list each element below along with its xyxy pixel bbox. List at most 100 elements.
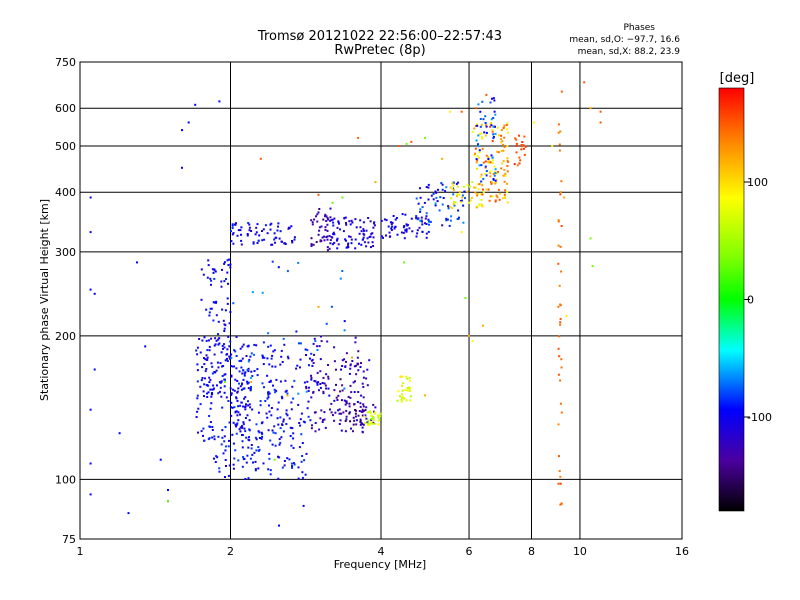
data-point [392,215,395,217]
data-point [329,207,332,210]
data-point [558,355,561,358]
data-point [196,394,199,397]
data-point [326,229,329,232]
data-point [310,374,312,377]
data-point [500,141,503,144]
x-tick-label: 16 [675,545,689,558]
data-point [216,384,218,387]
data-point [349,420,352,423]
data-point [310,378,313,381]
data-point [478,133,481,136]
data-point [464,197,466,200]
data-point [349,223,352,226]
data-point [286,392,289,395]
data-point [479,193,482,196]
data-point [475,161,478,164]
data-point [254,436,257,439]
data-point [354,238,357,241]
grid-lines [80,62,682,539]
data-point [347,246,350,249]
data-point [402,397,405,400]
data-point [390,223,393,226]
data-point [226,302,229,305]
x-tick-label: 6 [466,545,473,558]
data-point [220,443,223,446]
data-point [518,134,520,137]
data-point [425,186,428,188]
data-point [452,188,455,191]
data-point [301,442,304,444]
data-point [491,181,493,184]
data-point [194,103,197,106]
data-point [319,383,322,385]
data-point [211,268,214,271]
data-point [478,183,481,186]
data-point [261,354,264,357]
data-point [320,240,323,242]
data-point [211,429,214,431]
data-point [324,426,327,429]
data-point [421,220,423,223]
data-point [244,408,247,411]
data-point [477,183,479,186]
data-point [496,171,499,173]
data-point [333,241,336,244]
data-point [357,414,360,417]
data-point [473,186,476,189]
data-point [291,466,294,469]
data-point [212,319,215,322]
data-point [280,355,283,358]
data-point [271,443,274,446]
data-point [480,135,483,138]
data-point [427,218,430,221]
data-point [265,412,268,415]
data-point [522,144,525,147]
data-point [367,419,370,422]
data-point [314,380,317,383]
data-point [258,431,261,434]
data-point [451,187,453,190]
data-point [136,261,138,264]
data-point [195,349,198,352]
data-point [254,460,257,463]
data-point [492,178,495,180]
data-point [254,469,257,472]
data-point [274,444,277,447]
data-point [435,196,438,199]
data-point [457,181,460,184]
data-point [268,392,271,395]
data-point [460,231,463,234]
data-point [215,300,218,303]
data-point [214,343,217,346]
data-point [445,186,448,189]
data-point [208,376,211,379]
data-point [502,143,505,146]
data-point [480,132,483,135]
data-point [591,265,594,268]
data-point [447,206,450,209]
data-point [267,393,270,396]
data-point [312,342,315,345]
data-point [410,140,413,143]
data-point [211,436,214,439]
data-point [261,230,263,232]
data-point [277,401,280,404]
data-point [365,417,368,420]
data-point [89,231,92,234]
data-point [296,364,299,367]
data-point [354,247,357,250]
data-point [270,222,273,225]
data-point [252,461,254,464]
data-point [220,380,223,383]
data-point [492,135,495,138]
data-point [276,229,279,232]
data-point [232,388,235,391]
data-point [250,381,253,383]
data-point [323,235,326,238]
data-point [220,395,223,398]
data-point [288,458,291,461]
data-point [246,368,249,371]
data-point [238,370,241,373]
data-point [315,241,318,243]
data-point [437,188,439,191]
